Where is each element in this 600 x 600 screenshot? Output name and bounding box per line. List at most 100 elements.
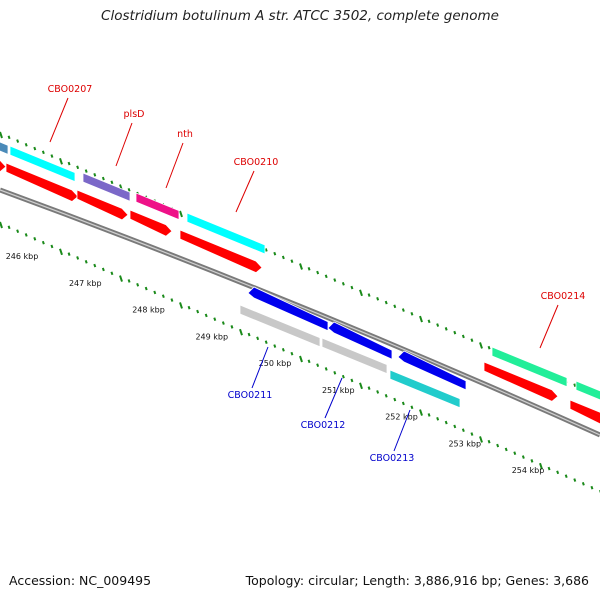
inner-tick-mark <box>239 328 243 336</box>
inner-tick-mark <box>101 267 105 272</box>
outer-tick-mark <box>299 263 303 270</box>
cds-arrow-reverse <box>247 286 329 332</box>
outer-tick-mark <box>93 173 97 177</box>
inner-tick-mark <box>290 351 294 356</box>
outer-tick-mark <box>427 319 431 324</box>
leader-line <box>251 346 269 389</box>
inner-tick-mark <box>41 240 45 245</box>
gene-bar <box>389 369 461 409</box>
outer-tick-mark <box>419 315 423 323</box>
gene-bar <box>575 380 600 401</box>
gene-bar <box>0 141 9 155</box>
inner-tick-mark <box>213 317 217 322</box>
inner-tick-mark <box>401 401 405 406</box>
outer-tick-mark <box>67 161 71 166</box>
outer-tick-mark <box>444 327 448 331</box>
gene-label: CBO0211 <box>228 390 273 401</box>
outer-tick-mark <box>7 135 11 140</box>
inner-tick-mark <box>341 374 345 379</box>
leader-line <box>235 170 255 213</box>
inner-tick-mark <box>16 229 20 233</box>
gene-bar <box>186 212 266 255</box>
outer-tick-mark <box>41 150 45 155</box>
leader-line <box>539 304 559 349</box>
inner-tick-mark <box>196 309 200 314</box>
leader-line <box>324 377 343 419</box>
ruler-tick-label: 253 kbp <box>448 439 481 448</box>
gene-bar <box>9 145 76 183</box>
cds-arrow <box>0 159 7 173</box>
inner-tick-mark <box>590 485 594 490</box>
outer-tick-mark <box>401 308 405 312</box>
outer-tick-mark <box>350 285 354 290</box>
ruler-tick-label: 252 kbp <box>385 413 418 422</box>
outer-tick-mark <box>110 180 114 185</box>
inner-tick-mark <box>264 340 268 345</box>
outer-tick-mark <box>307 266 311 271</box>
inner-tick-mark <box>513 451 517 456</box>
leader-line <box>49 97 69 143</box>
tick-dot-rows <box>0 131 600 494</box>
inner-tick-mark <box>410 405 414 410</box>
inner-tick-mark <box>221 321 225 325</box>
outer-tick-mark <box>393 304 397 309</box>
gene-bar <box>135 192 180 221</box>
outer-tick-mark <box>0 131 3 139</box>
outer-tick-mark <box>316 270 320 275</box>
gene-label: plsD <box>124 109 145 120</box>
inner-tick-mark <box>453 424 457 429</box>
outer-tick-mark <box>384 300 388 305</box>
outer-tick-mark <box>33 146 37 151</box>
inner-tick-mark <box>110 271 114 276</box>
inner-tick-mark <box>307 359 311 364</box>
inner-tick-mark <box>161 294 165 299</box>
outer-tick-mark <box>76 165 80 170</box>
leader-line <box>115 122 133 167</box>
inner-tick-mark <box>127 279 131 283</box>
inner-tick-mark <box>461 428 465 433</box>
cds-arrow <box>129 209 173 237</box>
feature-layer <box>0 141 600 438</box>
inner-tick-mark <box>84 259 88 264</box>
inner-tick-mark <box>556 470 560 475</box>
inner-tick-mark <box>256 336 260 341</box>
outer-tick-mark <box>59 157 63 165</box>
inner-tick-mark <box>59 248 63 256</box>
inner-tick-mark <box>316 363 320 367</box>
outer-tick-mark <box>179 210 183 218</box>
inner-tick-mark <box>487 439 491 444</box>
inner-tick-mark <box>547 466 551 471</box>
inner-tick-mark <box>144 286 148 291</box>
inner-tick-mark <box>324 367 328 371</box>
gene-bar <box>82 172 131 202</box>
outer-tick-mark <box>50 154 54 158</box>
outer-tick-mark <box>281 255 285 260</box>
accession-text: Accession: NC_009495 <box>9 573 152 588</box>
outer-tick-mark <box>273 251 277 256</box>
inner-tick-mark <box>273 344 277 348</box>
outer-tick-mark <box>470 338 474 342</box>
inner-tick-mark <box>573 478 577 482</box>
gene-label: CBO0212 <box>301 420 346 431</box>
ruler-tick-label: 254 kbp <box>512 466 545 475</box>
gene-label: CBO0214 <box>541 291 586 302</box>
ruler-tick-label: 250 kbp <box>259 359 292 368</box>
label-layer: 246 kbp 247 kbp 248 kbp 249 kbp 250 kbp 251 k… <box>6 84 586 475</box>
cds-arrow-reverse <box>327 321 393 360</box>
inner-tick-mark <box>367 386 371 390</box>
outer-tick-mark <box>453 330 457 335</box>
ruler-tick-label: 251 kbp <box>322 386 355 395</box>
outer-tick-mark <box>264 248 268 252</box>
outer-tick-mark <box>84 169 88 173</box>
outer-tick-mark <box>333 278 337 282</box>
gene-label: CBO0213 <box>370 453 415 464</box>
cds-arrow <box>569 399 600 425</box>
inner-tick-mark <box>247 332 251 337</box>
inner-tick-mark <box>359 382 363 390</box>
ruler-tick-label: 248 kbp <box>132 306 165 315</box>
outer-tick-mark <box>127 188 131 192</box>
outer-tick-mark <box>16 139 20 143</box>
map-title: Clostridium botulinum A str. ATCC 3502, … <box>101 8 499 24</box>
cds-arrow <box>483 361 559 402</box>
